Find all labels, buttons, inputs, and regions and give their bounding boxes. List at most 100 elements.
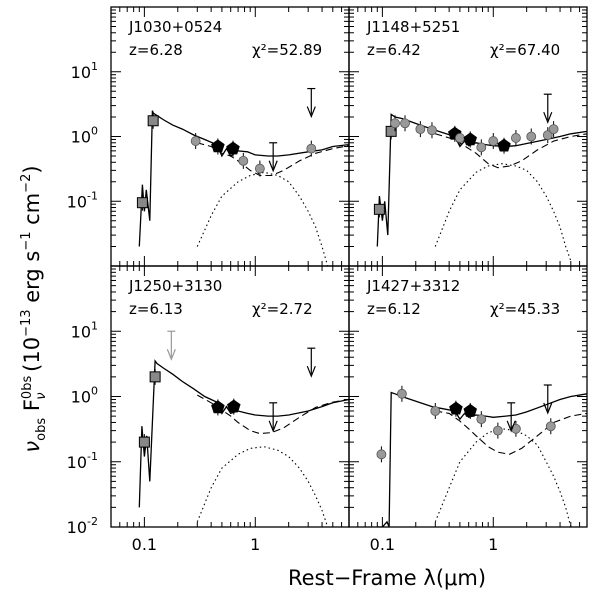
model-curve-solid — [376, 113, 587, 247]
y-tick-labels: 101 100 10-1 101 100 10-1 10-2 — [67, 60, 98, 537]
x-tick-label: 1 — [250, 535, 260, 554]
square-marker — [147, 115, 159, 127]
photometry-point — [138, 434, 150, 451]
pentagon-marker — [463, 132, 477, 146]
limit-arrowhead — [166, 349, 176, 361]
photometry-point — [373, 201, 385, 218]
photometry-point — [147, 112, 159, 129]
photometry-point — [211, 138, 225, 155]
x-tick-labels: 0.1 1 0.1 1 — [132, 535, 499, 554]
upper-limit-arrow — [543, 93, 553, 124]
photometry-point — [238, 152, 249, 169]
limit-arrowhead — [306, 365, 316, 378]
upper-limit-arrow — [268, 402, 278, 433]
panel-name: J1030+0524 — [128, 18, 222, 36]
limit-arrowhead — [543, 111, 553, 124]
photometry-point — [449, 400, 463, 417]
photometry-point — [542, 127, 553, 144]
circle-marker — [545, 421, 556, 432]
square-marker — [136, 197, 148, 209]
model-curves — [377, 391, 587, 527]
circle-marker — [430, 406, 441, 416]
photometry-point — [390, 115, 400, 132]
photometry-point — [488, 133, 499, 150]
circle-marker — [400, 118, 410, 129]
photometry-point — [149, 368, 161, 385]
model-curve-solid — [138, 359, 349, 508]
pentagon-marker — [497, 138, 511, 152]
circle-marker — [415, 124, 426, 135]
panel-chi2: χ²=45.33 — [490, 300, 560, 318]
limit-arrowhead — [543, 402, 553, 415]
circle-marker — [542, 130, 553, 141]
pentagon-marker — [211, 400, 225, 414]
circle-marker — [254, 163, 265, 174]
circle-marker — [476, 414, 487, 425]
model-curve-dotted — [434, 428, 572, 527]
axis-ticks — [110, 266, 350, 528]
photometry-point — [463, 402, 477, 419]
panel-name: J1250+3130 — [128, 277, 222, 295]
photometry-points — [138, 368, 241, 451]
circle-marker — [454, 133, 465, 143]
model-curve-solid — [138, 110, 349, 247]
panel-name: J1427+3312 — [366, 277, 460, 295]
y-tick-label: 101 — [71, 319, 98, 341]
photometry-point — [454, 129, 465, 146]
sed-panel: J1148+5251 z=6.42 χ²=67.40 — [348, 6, 588, 267]
panels-layer: J1030+0524 z=6.28 χ²=52.89 J1148+5251 z=6.42… — [110, 6, 588, 528]
y-tick-label: 10-1 — [67, 450, 98, 472]
model-curves — [376, 113, 587, 262]
photometry-point — [526, 128, 537, 145]
photometry-point — [136, 194, 148, 211]
limit-arrowhead — [306, 106, 316, 119]
axis-ticks — [348, 266, 588, 528]
y-tick-label: 100 — [71, 385, 98, 407]
square-marker — [138, 436, 150, 448]
photometry-point — [190, 133, 201, 150]
circle-marker — [190, 136, 201, 146]
panel-redshift: z=6.13 — [129, 300, 183, 318]
square-marker — [385, 125, 397, 137]
upper-limit-arrow — [306, 347, 316, 378]
upper-limit-arrow — [543, 384, 553, 415]
pentagon-marker — [211, 139, 225, 153]
x-tick-label: 1 — [488, 535, 498, 554]
model-curve-solid — [377, 391, 587, 527]
square-marker — [373, 203, 385, 215]
panel-chi2: χ²=52.89 — [252, 41, 322, 59]
photometry-points — [136, 112, 317, 211]
panel-name: J1148+5251 — [366, 18, 460, 36]
y-tick-label: 101 — [71, 60, 98, 82]
circle-marker — [397, 388, 407, 399]
y-axis-label: νobs F0bsν (10−13 erg s−1 cm−2) — [19, 165, 49, 452]
circle-marker — [526, 131, 537, 142]
upper-limit-arrow — [166, 330, 176, 361]
panel-redshift: z=6.42 — [367, 41, 421, 59]
axis-ticks — [110, 7, 350, 267]
model-curve-dotted — [434, 163, 572, 262]
sed-panel: J1030+0524 z=6.28 χ²=52.89 — [110, 6, 350, 267]
photometry-point — [211, 399, 225, 416]
panel-redshift: z=6.12 — [367, 300, 421, 318]
y-tick-label: 100 — [71, 125, 98, 147]
photometry-point — [306, 140, 317, 157]
photometry-point — [545, 418, 556, 435]
photometry-point — [376, 446, 387, 463]
circle-marker — [511, 133, 521, 143]
model-curve-dotted — [196, 171, 329, 266]
y-tick-label: 10-2 — [67, 515, 98, 537]
photometry-point — [254, 160, 265, 177]
pentagon-marker — [463, 403, 477, 417]
pentagon-marker — [449, 401, 463, 415]
upper-limit-arrow — [268, 142, 278, 173]
circle-marker — [492, 425, 503, 436]
upper-limits — [166, 330, 316, 433]
circle-marker — [238, 155, 249, 166]
circle-marker — [427, 125, 437, 136]
x-tick-label: 0.1 — [370, 535, 395, 554]
circle-marker — [488, 136, 499, 146]
photometry-point — [227, 398, 241, 415]
y-axis-label-text: νobs F0bsν (10−13 erg s−1 cm−2) — [19, 165, 49, 452]
